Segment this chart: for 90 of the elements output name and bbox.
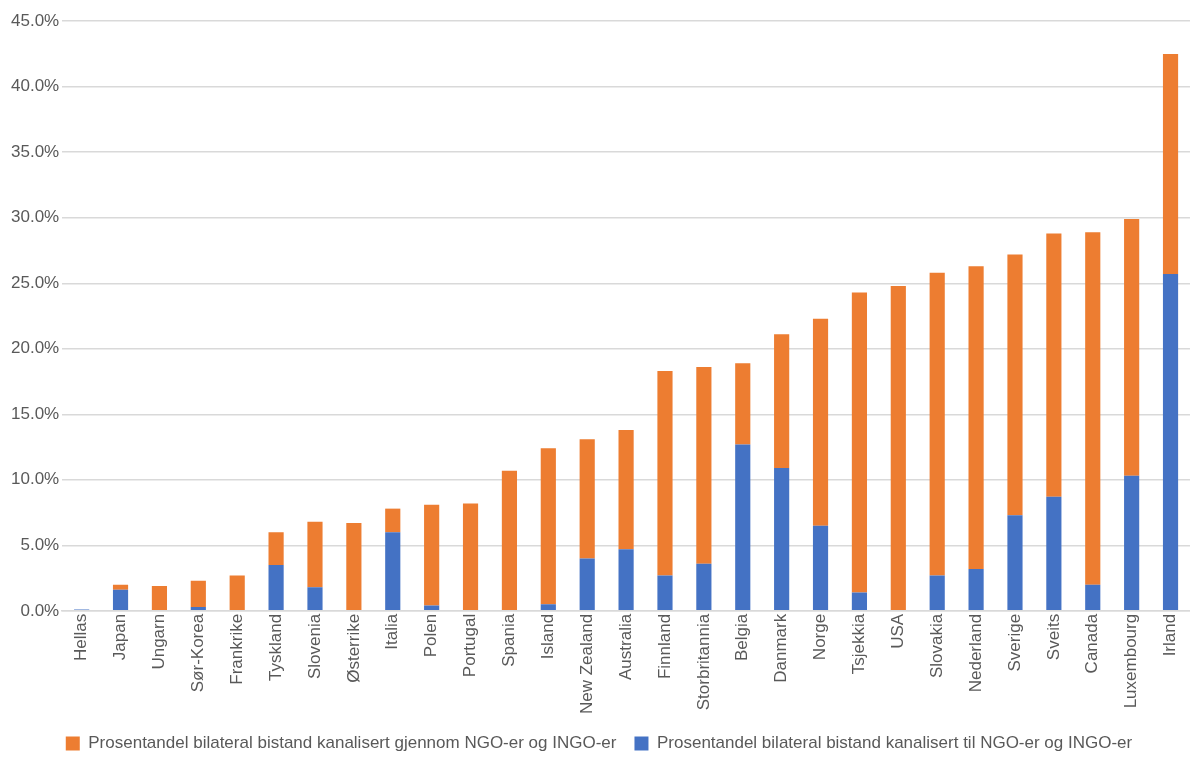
x-tick-label: Luxembourg: [1121, 613, 1141, 709]
bar: [385, 532, 401, 611]
bar: [696, 563, 712, 611]
x-tick-label: Hellas: [71, 613, 91, 662]
bar: [618, 430, 634, 550]
bar: [1046, 496, 1062, 611]
x-tick-label: Island: [538, 613, 557, 660]
bar: [346, 523, 362, 611]
x-tick-label: Tsjekkia: [849, 613, 869, 675]
bar: [851, 592, 868, 611]
bar: [112, 589, 129, 611]
x-tick-label: Italia: [382, 613, 402, 650]
x-tick-label: New Zealand: [576, 613, 596, 715]
x-tick-label: Ungarn: [149, 613, 169, 670]
bar: [812, 318, 829, 526]
bar: [812, 525, 829, 611]
x-tick-label: Østerrike: [343, 613, 363, 683]
x-tick-label: Nederland: [965, 613, 985, 693]
bar: [268, 564, 284, 611]
bar: [618, 549, 634, 611]
x-tick-label: Slovenia: [304, 613, 324, 680]
bar: [501, 470, 518, 611]
x-tick-label: Finnland: [654, 613, 674, 680]
bar: [774, 468, 790, 611]
x-tick-label: Sveits: [1043, 613, 1063, 661]
y-tick-label: 25.0%: [11, 272, 60, 292]
x-tick-label: Irland: [1160, 613, 1180, 657]
x-tick-label: Spania: [499, 613, 519, 667]
bar: [1046, 233, 1062, 497]
bar: [190, 580, 206, 607]
x-tick-label: Danmark: [771, 613, 791, 683]
bar: [579, 558, 595, 611]
bar: [268, 532, 284, 565]
y-tick-label: 15.0%: [11, 403, 60, 423]
y-tick-label: 5.0%: [20, 535, 60, 555]
y-tick-label: 35.0%: [11, 141, 60, 161]
bar: [968, 568, 984, 611]
x-tick-label: USA: [888, 613, 907, 649]
x-tick-label: Portugal: [460, 613, 480, 678]
x-tick-label: Belgia: [732, 613, 752, 662]
bar: [1007, 254, 1023, 516]
bar: [1007, 515, 1023, 611]
bar: [968, 266, 984, 569]
x-tick-label: Storbritannia: [693, 613, 713, 711]
bar: [735, 444, 751, 611]
x-tick-label: Sverige: [1004, 613, 1024, 672]
y-tick-label: 30.0%: [11, 207, 60, 227]
bar: [657, 371, 673, 576]
bar: [307, 521, 323, 588]
bar: [112, 584, 129, 590]
bar: [462, 503, 479, 611]
bar: [540, 604, 556, 611]
bar: [540, 448, 556, 605]
x-tick-label: Tyskland: [265, 613, 285, 681]
x-tick-label: Australia: [615, 613, 635, 680]
y-tick-label: 40.0%: [11, 76, 60, 96]
bar: [307, 587, 323, 611]
legend-label: Prosentandel bilateral bistand kanalisert til NGO-er og INGO-er: [656, 733, 1133, 753]
bar: [890, 285, 906, 611]
x-tick-label: Polen: [421, 613, 441, 658]
bar: [385, 508, 401, 533]
bar: [774, 334, 790, 469]
bar: [151, 585, 168, 611]
bar: [579, 439, 595, 559]
y-tick-label: 45.0%: [11, 10, 60, 30]
bar: [929, 575, 945, 611]
bar: [1124, 475, 1140, 611]
bar: [424, 504, 440, 606]
bar: [696, 367, 712, 564]
bar: [1162, 53, 1179, 275]
x-tick-label: Canada: [1082, 613, 1102, 674]
x-tick-label: Slovakia: [926, 613, 946, 679]
legend-label: Prosentandel bilateral bistand kanalisert gjennom NGO-er og INGO-er: [88, 733, 617, 753]
y-tick-label: 0.0%: [20, 600, 60, 620]
bar: [1162, 274, 1179, 611]
x-tick-label: Japan: [110, 613, 130, 661]
bar: [229, 575, 245, 611]
bar: [657, 575, 673, 611]
bar: [1085, 584, 1101, 611]
y-tick-label: 20.0%: [11, 338, 60, 358]
y-tick-label: 10.0%: [11, 469, 60, 489]
bar: [851, 292, 868, 593]
bar: [929, 272, 945, 576]
x-tick-label: Sør-Korea: [188, 613, 207, 693]
bar: [735, 363, 751, 445]
x-tick-label: Frankrike: [226, 613, 246, 685]
bar: [1124, 219, 1140, 476]
bar: [190, 606, 206, 611]
bar: [1085, 232, 1101, 585]
x-tick-label: Norge: [810, 613, 830, 661]
